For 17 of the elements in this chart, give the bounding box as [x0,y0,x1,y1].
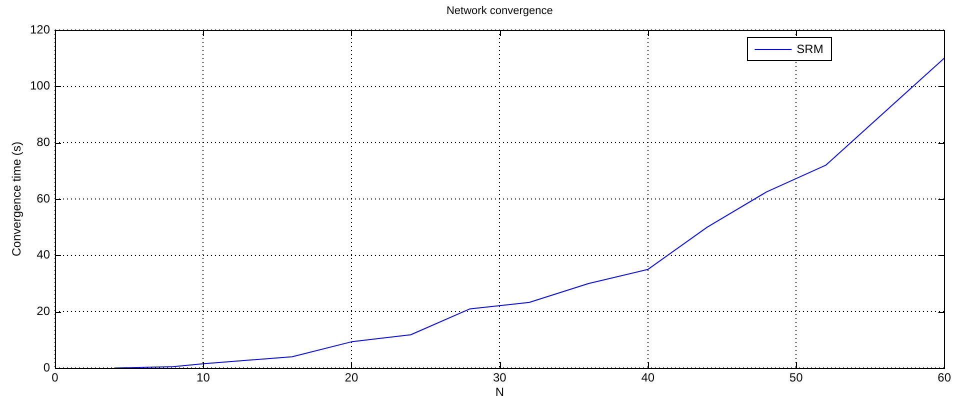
chart-title: Network convergence [446,5,553,18]
x-tick-label: 20 [344,370,358,385]
legend-label: SRM [796,42,824,56]
x-tick-label: 30 [492,370,507,385]
x-tick-label: 60 [938,370,952,385]
x-axis-title: N [495,385,504,400]
x-tick-label: 40 [641,370,655,385]
y-tick-label: 80 [36,134,50,149]
y-tick-label: 20 [36,304,50,318]
y-tick-label: 40 [36,248,50,262]
y-axis-title: Convergence time (s) [10,142,24,256]
y-tick-label: 0 [43,360,50,374]
x-tick-label: 50 [789,370,804,385]
y-tick-label: 120 [30,22,50,36]
y-tick-label: 100 [30,78,50,93]
y-tick-label: 60 [36,191,50,206]
x-tick-label: 10 [196,370,210,385]
